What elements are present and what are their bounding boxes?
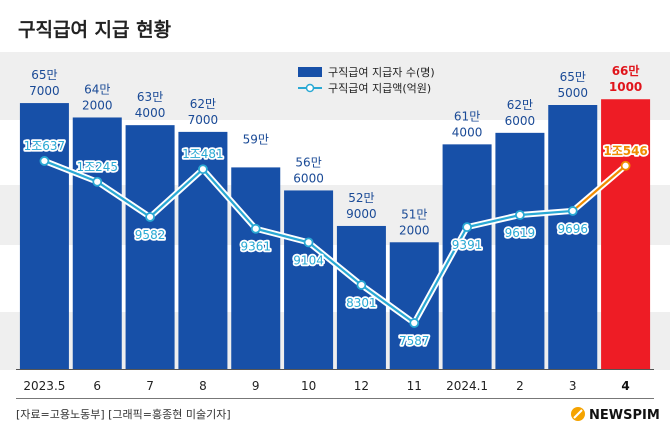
bar-label-bottom: 2000 [82,98,113,112]
bar-label-top: 64만 [84,82,110,96]
line-label-halo: 9696 [557,222,588,236]
bar [231,167,281,369]
line-label: 1조481 [182,147,224,161]
newspim-logo-stroke [573,409,583,419]
bar [389,242,439,369]
bar-label-top: 52만 [348,191,374,205]
line-label-halo: 1조637 [24,139,66,153]
line-label: 9391 [452,238,483,252]
line-label-halo: 9361 [240,240,271,254]
line-point [620,160,631,171]
legend: 구직급여 지급자 수(명) 구직급여 지급액(억원) [298,66,435,95]
bar [495,132,545,369]
line-label-halo: 8301 [346,296,377,310]
bar [125,125,175,369]
legend-line-label: 구직급여 지급액(억원) [328,82,431,95]
x-tick-label: 3 [569,379,577,393]
bar [19,103,69,369]
line-label: 1조637 [24,139,66,153]
bar-label-bottom: 4000 [135,106,166,120]
x-tick-label: 9 [252,379,260,393]
bar-label-bottom: 6000 [505,114,536,128]
line-label-halo: 1조481 [182,147,224,161]
bar-label-top: 65만 [560,70,586,84]
line-point [198,164,208,175]
bar-label-bottom: 7000 [188,113,219,127]
line-point [250,223,261,234]
line-label: 1조245 [76,160,118,174]
x-tick-label: 10 [301,379,316,393]
bar-label-top: 62만 [190,97,216,111]
line-label: 8301 [346,296,377,310]
line-point [92,176,103,187]
bar-label-top: 56만 [295,155,321,169]
source-note: [자료=고용노동부] [그래픽=홍종현 미술기자] [16,407,231,421]
line-label: 1조546 [603,144,647,158]
x-tick-label: 8 [199,379,207,393]
bar-label-bottom: 1000 [609,80,642,94]
line-label-halo: 9619 [505,226,536,240]
line-highlight-segment [572,164,627,212]
line-label: 7587 [399,334,430,348]
line-label-halo: 9391 [452,238,483,252]
line-point [462,222,472,233]
bar-label-top: 65만 [31,68,57,82]
bar-label-top: 66만 [612,63,640,78]
bar-label-top: 61만 [454,109,480,123]
bar-labels-group: 65만 7000 64만 2000 63만 4000 62만 7000 59만 56만 6000 52… [29,63,642,237]
line-label: 9104 [293,253,324,267]
bar-label-bottom: 7000 [29,84,60,98]
x-axis: 2023.5 6 7 8 9 10 12 11 2024.1 2 3 4 [16,369,654,399]
newspim-logo-text: NEWSPIM [589,408,660,423]
bar-label-bottom: 2000 [399,223,430,237]
line-point [515,210,525,220]
bars-group [19,99,651,370]
newspim-logo: NEWSPIM [571,407,660,423]
legend-bar-label: 구직급여 지급자 수(명) [328,66,435,79]
line-point [39,156,50,166]
x-tick-label: 2023.5 [23,379,65,393]
line-point [303,237,314,248]
line-label: 9696 [557,222,588,236]
x-tick-label: 7 [146,379,154,393]
line-label-halo: 9104 [293,253,324,267]
line-label: 9361 [240,240,271,254]
line-point [145,212,155,222]
bar-label-top: 62만 [507,98,533,112]
x-tick-label: 2024.1 [446,379,488,393]
bar-label-top: 51만 [401,207,427,221]
bar [284,190,334,369]
line-label-halo: 1조245 [76,160,118,174]
line-label-halo: 1조546 [603,144,647,158]
line-series-group: 1조6371조6371조2451조245958295821조4811조48193… [22,137,650,350]
line-label-halo: 9582 [135,228,166,242]
bar-label-top: 63만 [137,90,163,104]
x-tick-label: 11 [407,379,422,393]
x-tick-label: 6 [93,379,101,393]
line-point [567,206,578,216]
line-point [409,318,420,328]
bar [72,117,122,369]
bar-label-top: 59만 [243,132,269,146]
x-tick-label: 4 [621,379,629,393]
x-tick-label: 2 [516,379,524,393]
bar [548,105,598,369]
line-label: 9582 [135,228,166,242]
bar-label-bottom: 6000 [293,171,324,185]
x-tick-label: 12 [354,379,369,393]
legend-bar-swatch [298,67,322,77]
bar-label-bottom: 9000 [346,207,377,221]
bar-label-bottom: 5000 [557,86,588,100]
line-label: 9619 [505,226,536,240]
bar [601,99,651,370]
chart-title: 구직급여 지급 현황 [18,18,172,41]
bar-label-bottom: 4000 [452,125,483,139]
legend-line-marker [305,83,315,93]
line-label-halo: 7587 [399,334,430,348]
line-point [356,280,367,290]
